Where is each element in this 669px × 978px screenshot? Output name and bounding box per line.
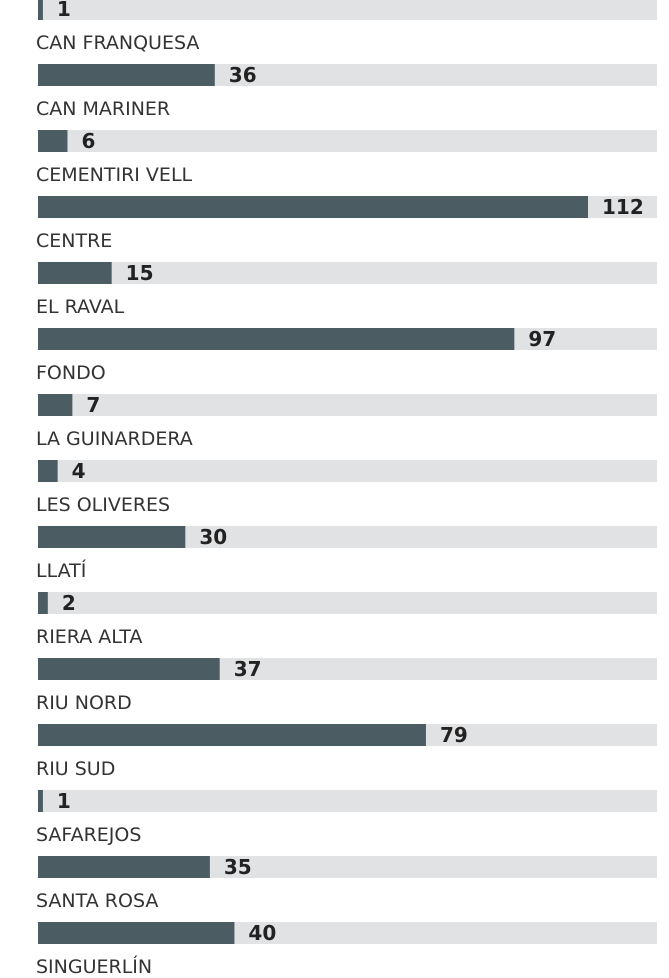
value-label: 79	[440, 723, 468, 747]
category-label: SINGUERLÍN	[36, 955, 152, 978]
bar	[38, 856, 210, 878]
value-label: 112	[602, 195, 644, 219]
value-label: 36	[229, 63, 257, 87]
category-label: SANTA ROSA	[36, 890, 158, 912]
value-label: 6	[81, 129, 95, 153]
value-label: 40	[248, 921, 276, 945]
bar-track	[38, 526, 657, 548]
value-label: 35	[224, 855, 252, 879]
category-label: EL RAVAL	[36, 296, 125, 318]
category-label: LES OLIVERES	[36, 494, 170, 516]
bar-track	[38, 0, 657, 20]
category-label: CAN FRANQUESA	[36, 32, 199, 54]
category-label: CEMENTIRI VELL	[36, 164, 193, 186]
category-label: LLATÍ	[36, 559, 87, 582]
bar-track	[38, 592, 657, 614]
value-label: 4	[72, 459, 86, 483]
bar	[38, 592, 48, 614]
category-label: RIU SUD	[36, 758, 115, 780]
category-label: RIU NORD	[36, 692, 132, 714]
bar	[38, 262, 112, 284]
bar	[38, 922, 235, 944]
value-label: 1	[57, 789, 71, 813]
bar-track	[38, 130, 657, 152]
category-label: SAFAREJOS	[36, 824, 141, 846]
bar	[38, 196, 588, 218]
value-label: 7	[86, 393, 100, 417]
value-label: 1	[57, 0, 71, 21]
value-label: 97	[528, 327, 556, 351]
bar	[38, 658, 220, 680]
bar	[38, 526, 186, 548]
bar	[38, 460, 58, 482]
bar	[38, 328, 515, 350]
bar	[38, 64, 215, 86]
bar	[38, 394, 73, 416]
value-label: 2	[62, 591, 76, 615]
bar-track	[38, 460, 657, 482]
value-label: 37	[234, 657, 262, 681]
category-label: CAN MARINER	[36, 98, 170, 120]
bar-track	[38, 394, 657, 416]
bar-track	[38, 262, 657, 284]
value-label: 30	[199, 525, 227, 549]
category-label: CENTRE	[36, 230, 112, 252]
bar	[38, 130, 68, 152]
category-label: LA GUINARDERA	[36, 428, 193, 450]
bar	[38, 0, 43, 20]
bar	[38, 724, 426, 746]
bar	[38, 790, 43, 812]
category-label: RIERA ALTA	[36, 626, 142, 648]
value-label: 15	[126, 261, 154, 285]
category-label: FONDO	[36, 362, 106, 384]
bar-track	[38, 790, 657, 812]
